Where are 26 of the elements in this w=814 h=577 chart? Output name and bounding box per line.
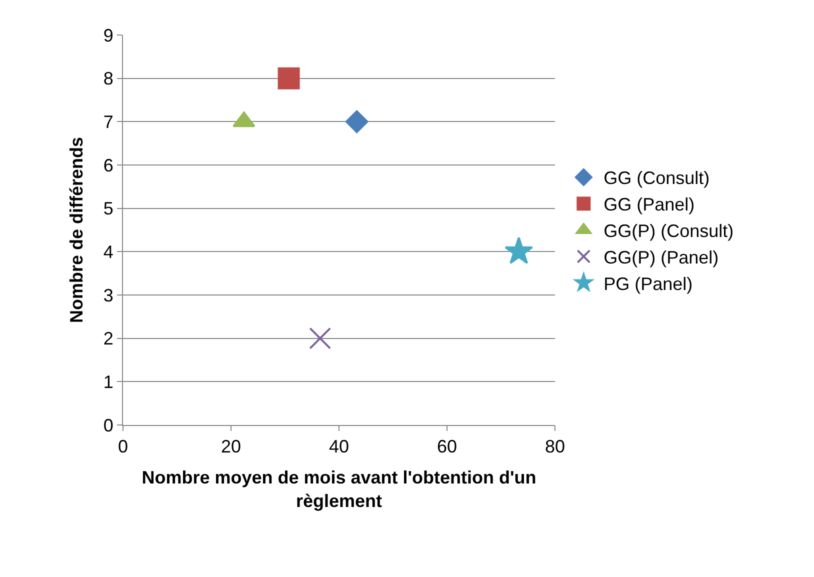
point [309,327,332,350]
y-tick-label: 1 [103,372,114,392]
y-tick-label: 6 [103,155,114,176]
point [278,67,300,90]
y-tick-label: 5 [103,198,114,219]
y-tick-label: 2 [103,328,114,349]
x-tick-label: 60 [436,436,458,457]
y-tick-label: 3 [103,285,114,306]
x-tick-label: 20 [220,436,242,457]
legend-label: GG(P) (Consult) [604,221,734,242]
x-tick-label: 40 [328,436,350,457]
point [345,110,368,134]
x-tick-label: 80 [544,436,566,457]
y-tick-label: 9 [103,25,114,46]
y-tick-label: 7 [103,112,114,132]
legend-label: GG(P) (Panel) [604,247,719,268]
y-tick-label: 0 [103,415,114,436]
y-tick-label: 4 [103,242,114,262]
legend-label: GG (Consult) [604,168,710,188]
point [504,236,534,264]
x-tick-label: 0 [118,436,128,457]
legend-label: PG (Panel) [604,274,693,294]
x-axis-title: Nombre moyen de mois avant l'obtention d'un règlement [142,468,536,512]
y-tick-label: 8 [103,68,114,89]
y-axis-title: Nombre de différends [66,136,87,324]
legend-label: GG (Panel) [604,194,695,215]
